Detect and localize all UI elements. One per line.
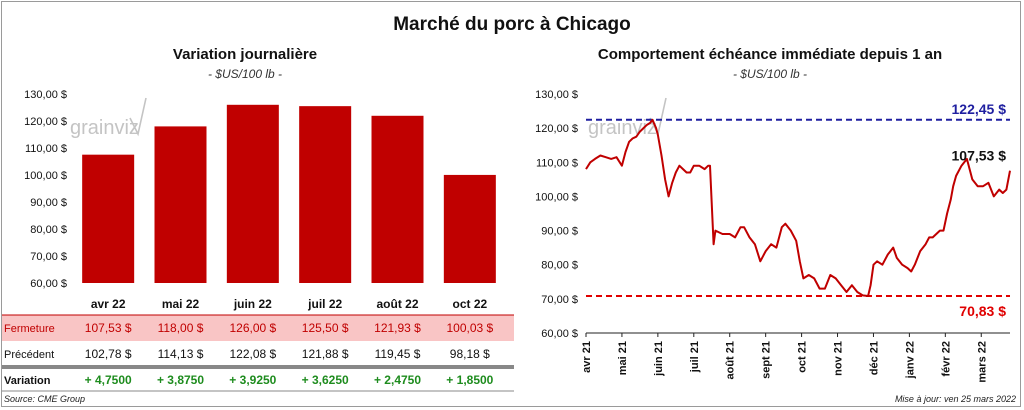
right-chart-title: Comportement échéance immédiate depuis 1… — [597, 46, 943, 63]
front-month-price-line — [585, 118, 1011, 297]
table-cell: 102,78 $ — [85, 347, 132, 361]
table-row-label: Variation — [4, 375, 51, 387]
left-chart-title: Variation journalière — [172, 46, 318, 63]
watermark-check-icon — [129, 97, 147, 137]
main-title: Marché du porc à Chicago — [393, 14, 631, 35]
table-cell: + 3,8750 — [157, 373, 204, 387]
bar-x-tick: mai 22 — [162, 297, 200, 311]
line-y-tick: 70,00 $ — [541, 294, 578, 306]
line-annotations: 122,45 $ 70,83 $ 107,53 $ — [952, 101, 1007, 319]
line-x-tick: juin 21 — [653, 341, 665, 377]
bar-x-axis: avr 22 mai 22 juin 22 juil 22 août 22 oct 22 — [91, 297, 488, 311]
bar — [443, 174, 496, 283]
bar-series — [82, 104, 496, 284]
table-cell: 100,03 $ — [446, 321, 493, 335]
bar-y-tick: 100,00 $ — [24, 170, 67, 182]
grainviz-watermark-2: grainviz — [588, 97, 667, 139]
bar-y-tick: 90,00 $ — [30, 197, 67, 209]
grainviz-watermark: grainviz — [70, 97, 147, 139]
price-table: Fermeture 107,53 $ 118,00 $ 126,00 $ 125,50 … — [2, 314, 514, 392]
line-y-tick: 130,00 $ — [535, 89, 578, 101]
bar-y-tick: 60,00 $ — [30, 278, 67, 290]
bar-y-tick: 70,00 $ — [30, 251, 67, 263]
line-x-tick: févr 22 — [940, 341, 952, 376]
line-x-tick: mai 21 — [617, 341, 629, 375]
table-cell: 122,08 $ — [229, 347, 276, 361]
table-cell: 98,18 $ — [450, 347, 490, 361]
low-label: 70,83 $ — [959, 303, 1006, 319]
bar — [299, 106, 352, 284]
line-y-axis: 60,00 $ 70,00 $ 80,00 $ 90,00 $ 100,00 $ 110,… — [535, 89, 578, 340]
line-y-tick: 120,00 $ — [535, 123, 578, 135]
table-cell: 121,93 $ — [374, 321, 421, 335]
table-row-label: Précédent — [4, 349, 54, 361]
table-cell: + 3,6250 — [302, 373, 349, 387]
bar-y-tick: 80,00 $ — [30, 224, 67, 236]
watermark-text: grainviz — [70, 117, 139, 139]
table-cell: + 4,7500 — [85, 373, 132, 387]
bar — [226, 104, 279, 283]
last-price-label: 107,53 $ — [952, 148, 1007, 164]
left-chart-unit: - $US/100 lb - — [207, 67, 283, 81]
table-cell: + 3,9250 — [229, 373, 276, 387]
bar-x-tick: oct 22 — [452, 297, 487, 311]
high-label: 122,45 $ — [952, 101, 1007, 117]
table-cell: 121,88 $ — [302, 347, 349, 361]
line-y-tick: 110,00 $ — [536, 157, 578, 169]
line-x-tick: mars 22 — [976, 341, 988, 383]
bar — [154, 126, 207, 284]
bar-y-axis: 60,00 $ 70,00 $ 80,00 $ 90,00 $ 100,00 $ 110,… — [24, 89, 67, 290]
table-cell: 125,50 $ — [302, 321, 349, 335]
line-y-tick: 90,00 $ — [541, 226, 578, 238]
bar — [82, 154, 135, 283]
line-y-tick: 60,00 $ — [541, 328, 578, 340]
bar-x-tick: avr 22 — [91, 297, 126, 311]
fermeture-row-background — [2, 315, 514, 341]
bar-x-tick: juil 22 — [307, 297, 342, 311]
table-cell: 118,00 $ — [158, 321, 204, 335]
footer-source: Source: CME Group — [4, 394, 86, 404]
line-x-axis: avr 21 mai 21 juin 21 juil 21 août 21 sept 21… — [581, 332, 1010, 383]
line-x-tick: janv 22 — [904, 341, 916, 379]
line-x-tick: oct 21 — [797, 341, 809, 373]
table-row-label: Fermeture — [4, 323, 55, 335]
line-x-tick: nov 21 — [833, 341, 845, 376]
line-reference-lines — [586, 118, 1010, 298]
table-cell: + 1,8500 — [446, 373, 493, 387]
footer-update: Mise à jour: ven 25 mars 2022 — [894, 394, 1016, 404]
line-x-tick: sept 21 — [761, 341, 773, 379]
line-x-tick: août 21 — [725, 341, 737, 380]
line-y-tick: 80,00 $ — [541, 260, 578, 272]
line-y-tick: 100,00 $ — [535, 191, 578, 203]
right-chart-unit: - $US/100 lb - — [732, 67, 808, 81]
table-cell: 126,00 $ — [229, 321, 276, 335]
bar-x-tick: juin 22 — [233, 297, 272, 311]
line-x-tick: juil 21 — [689, 341, 701, 373]
bar-x-tick: août 22 — [376, 297, 418, 311]
bar-y-tick: 110,00 $ — [25, 143, 67, 155]
bar-y-tick: 120,00 $ — [24, 116, 67, 128]
line-series — [585, 118, 1011, 297]
bar — [371, 115, 424, 283]
line-x-tick: déc 21 — [868, 341, 880, 375]
table-cell: 107,53 $ — [85, 321, 132, 335]
table-cell: + 2,4750 — [374, 373, 421, 387]
line-x-tick: avr 21 — [581, 341, 593, 373]
bar-y-tick: 130,00 $ — [24, 89, 67, 101]
table-cell: 114,13 $ — [158, 347, 204, 361]
table-cell: 119,45 $ — [375, 347, 421, 361]
